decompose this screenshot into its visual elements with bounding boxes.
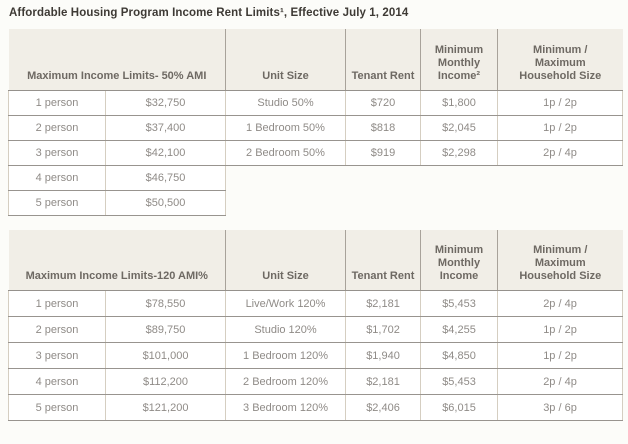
household-size-cell: 3p / 6p — [497, 394, 624, 421]
person-cell: 2 person — [8, 316, 106, 343]
household-size-cell: 1p / 2p — [497, 316, 624, 343]
income-cell: $32,750 — [105, 89, 226, 116]
header-row: Maximum Income Limits-120 AMI% Unit Size… — [8, 229, 623, 291]
person-cell: 2 person — [8, 114, 106, 141]
unit-size-cell: 3 Bedroom 120% — [225, 394, 347, 421]
income-limits-120-ami-table: Maximum Income Limits-120 AMI% Unit Size… — [8, 229, 624, 421]
header-tenant-rent: Tenant Rent — [345, 229, 421, 291]
income-limits-50-ami-table: Maximum Income Limits- 50% AMI Unit Size… — [8, 29, 623, 216]
person-cell: 3 person — [8, 139, 106, 166]
unit-size-cell: 2 Bedroom 120% — [225, 368, 347, 395]
income-cell: $121,200 — [104, 394, 227, 421]
table-row: 1 person $32,750 Studio 50% $720 $1,800 … — [8, 89, 623, 116]
header-min-monthly-income: Minimum Monthly Income² — [420, 29, 498, 91]
header-household-size: Minimum / Maximum Household Size — [497, 229, 623, 291]
income-cell: $89,750 — [104, 316, 227, 343]
page-title: Affordable Housing Program Income Rent L… — [9, 7, 409, 19]
tenant-rent-cell: $2,181 — [345, 290, 422, 317]
person-cell: 4 person — [8, 164, 106, 191]
person-cell: 5 person — [8, 394, 106, 421]
table-row: 5 person $121,200 3 Bedroom 120% $2,406 … — [8, 394, 624, 421]
income-cell: $37,400 — [105, 114, 226, 141]
table-row: 5 person $50,500 — [8, 189, 623, 216]
tenant-rent-cell: $919 — [345, 139, 421, 166]
unit-size-cell: 2 Bedroom 50% — [225, 139, 346, 166]
header-unit-size: Unit Size — [225, 229, 346, 291]
household-size-cell: 2p / 4p — [497, 139, 623, 166]
unit-size-cell: Studio 120% — [225, 316, 347, 343]
unit-size-cell: 1 Bedroom 120% — [225, 342, 347, 369]
min-monthly-income-cell: $6,015 — [420, 394, 499, 421]
income-cell: $101,000 — [104, 342, 227, 369]
tenant-rent-cell: $1,702 — [345, 316, 422, 343]
unit-size-cell: 1 Bedroom 50% — [225, 114, 346, 141]
person-cell: 5 person — [8, 189, 106, 216]
person-cell: 4 person — [8, 368, 106, 395]
tenant-rent-cell: $1,940 — [345, 342, 422, 369]
household-size-cell: 2p / 4p — [497, 290, 624, 317]
header-household-size: Minimum / Maximum Household Size — [497, 29, 623, 91]
empty-cell — [226, 165, 623, 190]
header-income-limits: Maximum Income Limits-120 AMI% — [8, 229, 226, 291]
household-size-cell: 1p / 2p — [497, 114, 623, 141]
unit-size-cell: Studio 50% — [225, 89, 346, 116]
income-cell: $50,500 — [105, 189, 226, 216]
header-tenant-rent: Tenant Rent — [345, 29, 421, 91]
min-monthly-income-cell: $4,255 — [420, 316, 499, 343]
header-income-limits: Maximum Income Limits- 50% AMI — [8, 29, 226, 91]
table-row: 2 person $37,400 1 Bedroom 50% $818 $2,0… — [8, 114, 623, 141]
min-monthly-income-cell: $5,453 — [420, 290, 499, 317]
income-cell: $42,100 — [105, 139, 226, 166]
table-row: 3 person $101,000 1 Bedroom 120% $1,940 … — [8, 342, 624, 369]
table-row: 4 person $112,200 2 Bedroom 120% $2,181 … — [8, 368, 624, 395]
table-row: 1 person $78,550 Live/Work 120% $2,181 $… — [8, 290, 624, 317]
person-cell: 3 person — [8, 342, 106, 369]
min-monthly-income-cell: $1,800 — [420, 89, 498, 116]
table-row: 4 person $46,750 — [8, 164, 623, 191]
household-size-cell: 2p / 4p — [497, 368, 624, 395]
min-monthly-income-cell: $5,453 — [420, 368, 499, 395]
table-row: 2 person $89,750 Studio 120% $1,702 $4,2… — [8, 316, 624, 343]
tenant-rent-cell: $2,406 — [345, 394, 422, 421]
min-monthly-income-cell: $2,298 — [420, 139, 498, 166]
empty-cell — [226, 190, 623, 215]
document-page: Affordable Housing Program Income Rent L… — [8, 7, 624, 421]
header-row: Maximum Income Limits- 50% AMI Unit Size… — [8, 29, 623, 91]
tenant-rent-cell: $2,181 — [345, 368, 422, 395]
min-monthly-income-cell: $2,045 — [420, 114, 498, 141]
person-cell: 1 person — [8, 89, 106, 116]
header-min-monthly-income: Minimum Monthly Income — [420, 229, 498, 291]
person-cell: 1 person — [8, 290, 106, 317]
household-size-cell: 1p / 2p — [497, 89, 623, 116]
tenant-rent-cell: $818 — [345, 114, 421, 141]
income-cell: $112,200 — [104, 368, 227, 395]
income-cell: $46,750 — [105, 164, 226, 191]
household-size-cell: 1p / 2p — [497, 342, 624, 369]
min-monthly-income-cell: $4,850 — [420, 342, 499, 369]
header-unit-size: Unit Size — [225, 29, 346, 91]
table-row: 3 person $42,100 2 Bedroom 50% $919 $2,2… — [8, 139, 623, 166]
unit-size-cell: Live/Work 120% — [225, 290, 347, 317]
tenant-rent-cell: $720 — [345, 89, 421, 116]
income-cell: $78,550 — [104, 290, 227, 317]
